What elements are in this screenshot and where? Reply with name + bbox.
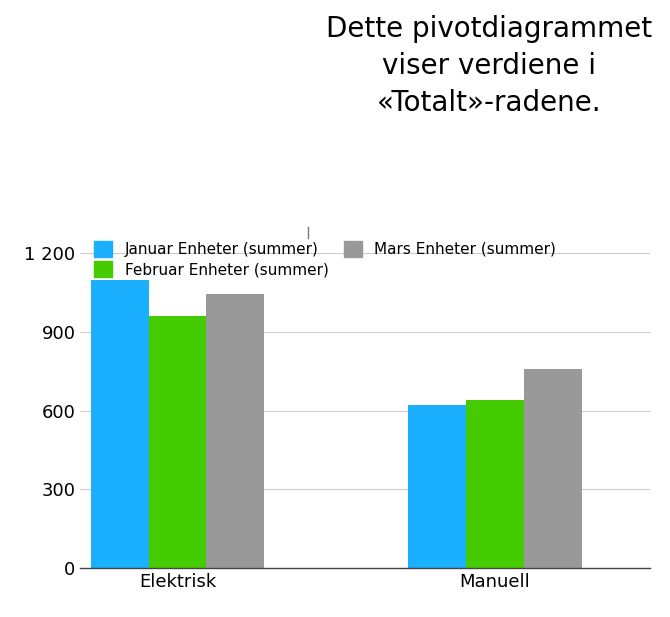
Bar [466,400,524,568]
Legend: Januar Enheter (summer), Februar Enheter (summer), Mars Enheter (summer): Januar Enheter (summer), Februar Enheter… [88,235,562,284]
Bar [149,317,206,568]
Bar [524,368,582,568]
Text: Dette pivotdiagrammet
viser verdiene i
«Totalt»-radene.: Dette pivotdiagrammet viser verdiene i «… [326,15,652,117]
Bar [206,294,264,568]
Bar [409,405,466,568]
Bar [91,280,149,568]
